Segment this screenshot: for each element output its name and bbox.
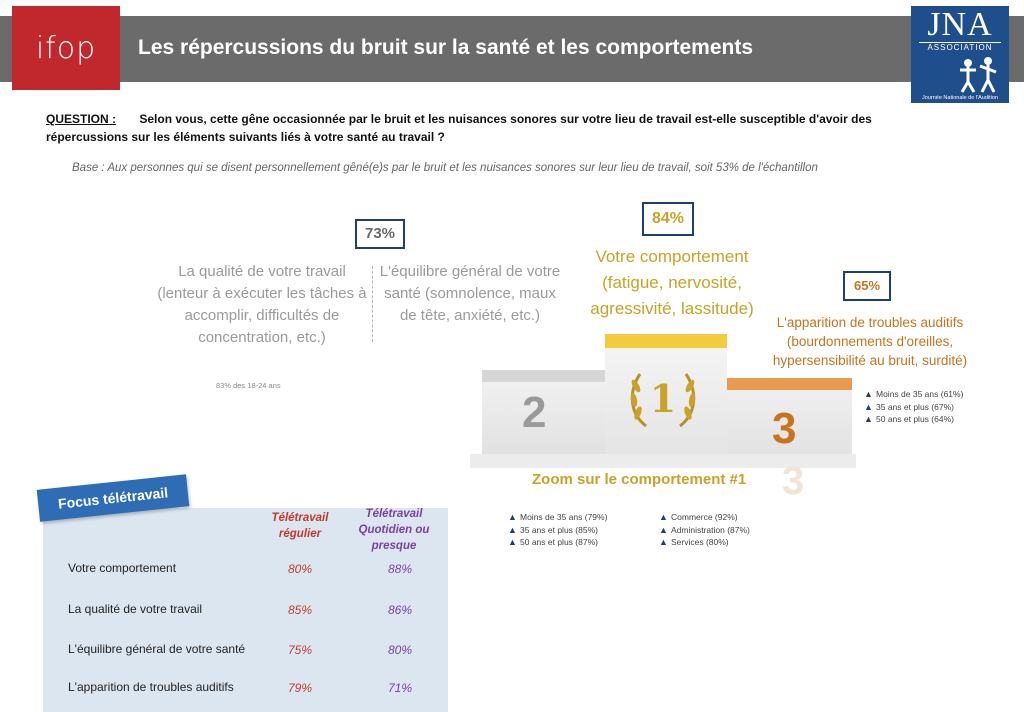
question-block: QUESTION : Selon vous, cette gêne occasi… [46,110,926,146]
row-label: L'équilibre général de votre santé [68,642,246,656]
row-value-regulier: 75% [287,643,313,657]
triangle-bullet-icon: ▲ [508,537,517,547]
stats-troubles: ▲ Moins de 35 ans (61%) ▲ 35 ans et plus (… [864,388,963,426]
row-label: Votre comportement [68,561,177,575]
stat-line: ▲ Commerce (92%) [659,512,738,522]
triangle-bullet-icon: ▲ [864,401,873,412]
jna-logo-association: ASSOCIATION [919,42,1001,52]
row-label: L'apparition de troubles auditifs [68,680,234,694]
page-title: Les répercussions du bruit sur la santé … [138,36,754,59]
row-value-quotidien: 86% [387,603,413,617]
label-comportement: Votre comportement (fatigue, nervosité, … [590,247,754,318]
stat-line: ▲ Administration (87%) [659,524,750,535]
label-quality-travail: La qualité de votre travail (lenteur à e… [157,263,367,346]
triangle-bullet-icon: ▲ [659,512,668,522]
divider [372,266,373,342]
stat-line: ▲ 35 ans et plus (67%) [864,401,954,412]
table-row: L'équilibre général de votre santé 75% 8… [68,642,438,662]
podium-step-2 [482,370,605,454]
triangle-bullet-icon: ▲ [659,537,668,547]
table-row: L'apparition de troubles auditifs 79% 71… [68,680,438,700]
jna-logo-text: JNA [927,6,993,43]
focus-col-header-quotidien: Télétravail Quotidien ou presque [358,508,430,552]
note-18-24: 83% des 18-24 ans [216,381,281,390]
podium: 2 3 1 [460,320,860,530]
base-note: Base : Aux personnes qui se disent perso… [72,162,818,174]
row-value-regulier: 85% [287,603,313,617]
stat-line: ▲ 50 ans et plus (64%) [864,414,954,424]
jna-logo-subtitle: Journée Nationale de l'Audition [922,95,998,101]
laurel-wreath-icon: 1 [630,373,696,428]
table-row: La qualité de votre travail 85% 86% [68,602,438,622]
question-label: QUESTION : [46,112,117,126]
ifop-logo: ifop [12,6,120,90]
row-value-quotidien: 88% [387,562,413,576]
triangle-bullet-icon: ▲ [508,524,517,535]
triangle-bullet-icon: ▲ [508,512,517,522]
rank-1: 1 [650,376,676,421]
rank-3: 3 [772,404,797,453]
pct-badge-third: 65% [843,271,891,301]
pct-badge-first: 84% [642,202,694,236]
triangle-bullet-icon: ▲ [864,389,873,399]
focus-teletravail-panel [43,508,448,712]
stat-line: ▲ Moins de 35 ans (61%) [864,389,964,399]
zoom-title: Zoom sur le comportement #1 [532,471,747,488]
table-row: Votre comportement 80% 88% [68,561,438,581]
row-value-regulier: 79% [287,681,313,695]
row-value-quotidien: 71% [387,681,413,695]
header-bar [0,16,1024,82]
stat-line: ▲ 50 ans et plus (87%) [508,537,598,547]
row-value-regulier: 80% [287,562,313,576]
podium-base [470,454,856,468]
ghost-rank-3: 3 [782,459,805,503]
people-figures-icon [960,57,997,93]
stat-line: ▲ Services (80%) [659,537,729,547]
triangle-bullet-icon: ▲ [864,414,873,424]
podium-step-1 [605,334,727,456]
label-equilibre-sante: L'équilibre général de votre santé (somn… [379,263,561,324]
jna-logo: JNA ASSOCIATION Journée Nationale de l'A… [911,6,1009,103]
row-value-quotidien: 80% [387,643,413,657]
stats-zoom-age: ▲ Moins de 35 ans (79%) ▲ 35 ans et plus (… [508,511,607,549]
question-text: Selon vous, cette gêne occasionnée par l… [46,112,872,144]
stat-line: ▲ 35 ans et plus (85%) [508,524,598,535]
rank-2: 2 [522,388,547,437]
label-troubles-auditifs: L'apparition de troubles auditifs (bourd… [772,315,968,368]
pct-badge-second: 73% [355,219,405,249]
podium-step-3 [727,378,852,456]
stats-zoom-sector: ▲ Commerce (92%) ▲ Administration (87%) ▲ S… [659,511,750,549]
stat-line: ▲ Moins de 35 ans (79%) [508,512,608,522]
triangle-bullet-icon: ▲ [659,524,668,535]
row-label: La qualité de votre travail [68,602,203,616]
focus-col-header-regulier: Télétravail régulier [271,512,329,540]
